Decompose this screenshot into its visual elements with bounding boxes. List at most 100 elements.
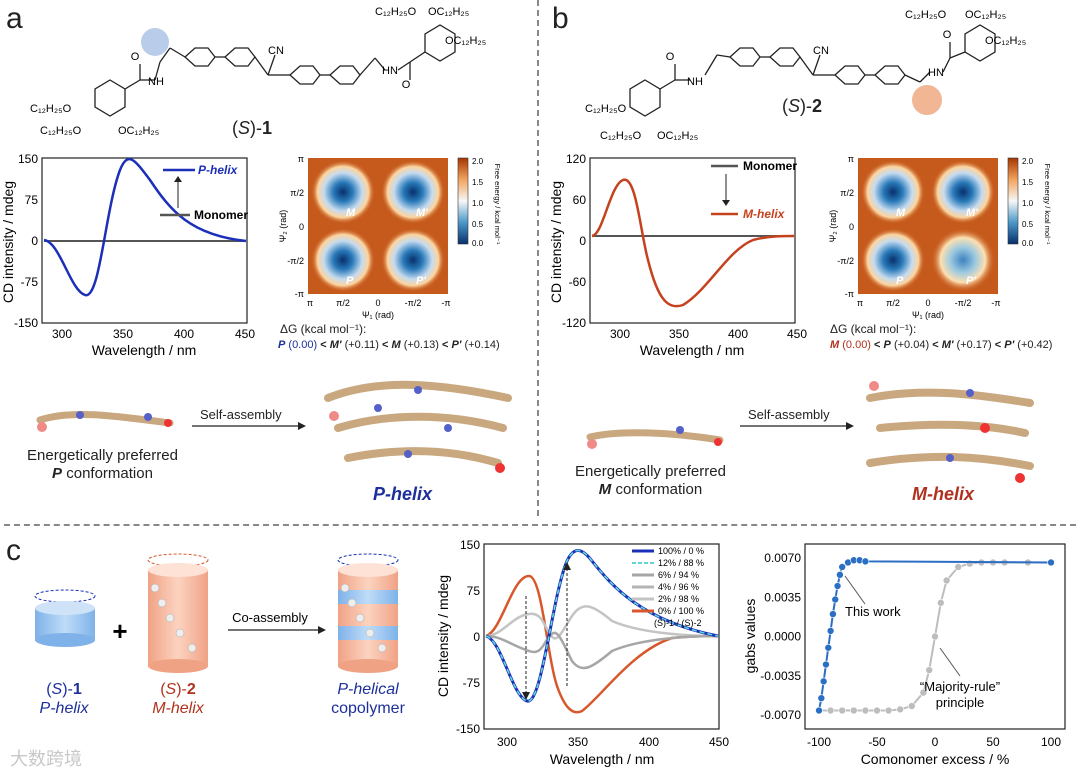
c-s1-caption: (S)-1 P-helix (39, 681, 89, 717)
gabs-point (908, 702, 916, 710)
caption-b: Energetically preferred M conformation (575, 463, 726, 498)
map-b-ytick-1: π (848, 154, 854, 164)
map-a-ylabel: Ψ₂ (rad) (278, 210, 288, 243)
alkoxy-chain-b3: OC₁₂H₂₅ (657, 130, 698, 142)
hn-label-b: HN (928, 67, 944, 79)
vertical-divider (537, 0, 539, 516)
cd-b-xtick-1: 300 (610, 327, 630, 341)
map-b-ytick-3: 0 (849, 222, 854, 232)
alkoxy-chain-4: C₁₂H₂₅O (375, 6, 417, 18)
map-a-label-m-prime: M' (416, 207, 428, 219)
cd-plot-a: 150 75 0 -75 -150 300 350 400 450 Wavele… (0, 152, 255, 358)
map-a-label-p: P (346, 275, 354, 287)
gabs-xtick: -50 (868, 735, 886, 749)
map-b-xtick-1: π (857, 298, 863, 308)
map-b-ytick-2: π/2 (840, 188, 854, 198)
cd-mix-legend-1: 100% / 0 % (658, 546, 704, 556)
cd-a-legend-monomer: Monomer (194, 208, 248, 222)
cd-mix-legend-footer: (S)-1 / (S)-2 (654, 618, 702, 628)
cd-a-ytick-1: 150 (18, 152, 38, 166)
map-b-xlabel: Ψ₁ (rad) (912, 310, 944, 320)
gabs-ytick: 0.0070 (764, 551, 801, 565)
cd-a-ytick-5: -150 (14, 316, 38, 330)
helix-label-b: M-helix (912, 484, 975, 504)
alkoxy-chain-2: C₁₂H₂₅O (40, 125, 82, 137)
gabs-point (884, 706, 893, 715)
carbonyl-o-left-b: O (666, 51, 675, 63)
gabs-point (829, 610, 837, 618)
gabs-xtick: 0 (932, 735, 939, 749)
gabs-point (873, 706, 881, 715)
cd-a-ytick-4: -75 (21, 275, 39, 289)
energy-a-ranking: P (0.00) < M' (+0.11) < M (+0.13) < P' (… (278, 339, 500, 351)
alkoxy-chain-6: OC₁₂H₂₅ (445, 35, 486, 47)
map-a-ytick-4: -π/2 (287, 256, 304, 266)
cd-a-ytick-2: 75 (25, 193, 39, 207)
c-copolymer-caption: P-helical copolymer (331, 681, 405, 717)
map-b-cbar-4: 0.5 (1022, 220, 1034, 229)
alkoxy-chain-3: OC₁₂H₂₅ (118, 125, 159, 137)
cd-mix-xtick-1: 300 (497, 735, 517, 749)
gabs-point (942, 576, 951, 585)
map-a-cbar-2: 1.5 (472, 178, 484, 187)
self-assembly-label-a: Self-assembly (200, 407, 282, 422)
cd-a-xtick-2: 350 (113, 327, 133, 341)
cd-b-ytick-3: 0 (579, 234, 586, 248)
coassembly-schematic: + Co-assembly (34, 553, 399, 673)
gabs-point (925, 666, 933, 674)
cd-mix-ytick-4: -75 (463, 676, 481, 690)
cd-mix-curve-12pct (485, 549, 719, 702)
alkoxy-chain-1: C₁₂H₂₅O (30, 103, 72, 115)
carbonyl-o-left: O (131, 51, 140, 63)
map-b-xtick-4: -π/2 (955, 298, 972, 308)
molecule-s2-structure: O O NH HN CN C₁₂H₂₅O C₁₂H₂₅O OC₁₂H₂₅ C₁₂… (585, 9, 1026, 142)
gabs-point (833, 582, 842, 590)
cd-b-ytick-1: 120 (566, 152, 586, 166)
cd-mix-legend-4: 4% / 96 % (658, 582, 699, 592)
alkoxy-chain-b4: C₁₂H₂₅O (905, 9, 947, 21)
cd-mix-xlabel: Wavelength / nm (550, 751, 655, 767)
cd-mix-ytick-3: 0 (473, 630, 480, 644)
coassembly-label: Co-assembly (232, 610, 308, 625)
gabs-point (931, 632, 939, 641)
carbonyl-o-right: O (402, 79, 411, 91)
cd-mix-legend-6: 0% / 100 % (658, 606, 704, 616)
gabs-point (954, 563, 962, 571)
molecule-s1-structure: O O NH HN CN C₁₂H₂₅O C₁₂H₂₅O OC₁₂H₂₅ C₁₂… (30, 6, 486, 137)
cd-a-xtick-4: 450 (235, 327, 255, 341)
gabs-point (826, 627, 835, 635)
map-b-label-p: P (896, 275, 904, 287)
cd-mix-curve-6pct (485, 631, 719, 670)
energy-b-header: ΔG (kcal mol⁻¹): (830, 322, 917, 336)
alkoxy-chain-b5: OC₁₂H₂₅ (965, 9, 1006, 21)
cd-a-xtick-3: 400 (174, 327, 194, 341)
cd-mix-legend: 100% / 0 % 12% / 88 % 6% / 94 % 4% / 96 … (632, 546, 704, 628)
map-b-cbar-5: 0.0 (1022, 239, 1034, 248)
cd-b-xtick-3: 400 (728, 327, 748, 341)
helix-stack-a (324, 380, 512, 473)
gabs-annotation-this-work: This work (845, 604, 901, 619)
map-a-xtick-1: π (307, 298, 313, 308)
gabs-point (817, 694, 826, 702)
cd-mix-ytick-2: 75 (467, 584, 481, 598)
gabs-xtick: 100 (1041, 735, 1061, 749)
cd-b-ytick-4: -60 (569, 275, 587, 289)
hn-label: HN (382, 65, 398, 77)
cd-plot-b: 120 60 0 -60 -120 300 350 400 450 Wavele… (548, 152, 807, 358)
map-b-label-m: M (896, 207, 906, 219)
self-assembly-label-b: Self-assembly (748, 407, 830, 422)
map-a-xtick-3: 0 (375, 298, 380, 308)
monomer-model-b (586, 426, 724, 449)
alkoxy-chain-b2: C₁₂H₂₅O (600, 130, 642, 142)
gabs-point (819, 677, 828, 686)
gabs-ytick: 0.0000 (764, 630, 801, 644)
gabs-annotation-principle: principle (936, 695, 984, 710)
map-b-cbar-2: 1.5 (1022, 178, 1034, 187)
helix-label-a: P-helix (373, 484, 433, 504)
gabs-point (826, 706, 835, 715)
gabs-point (822, 660, 830, 669)
map-a-ytick-5: -π (295, 289, 304, 299)
nh-label: NH (148, 76, 164, 88)
cd-mix-legend-5: 2% / 98 % (658, 594, 699, 604)
energy-a-header: ΔG (kcal mol⁻¹): (280, 322, 367, 336)
